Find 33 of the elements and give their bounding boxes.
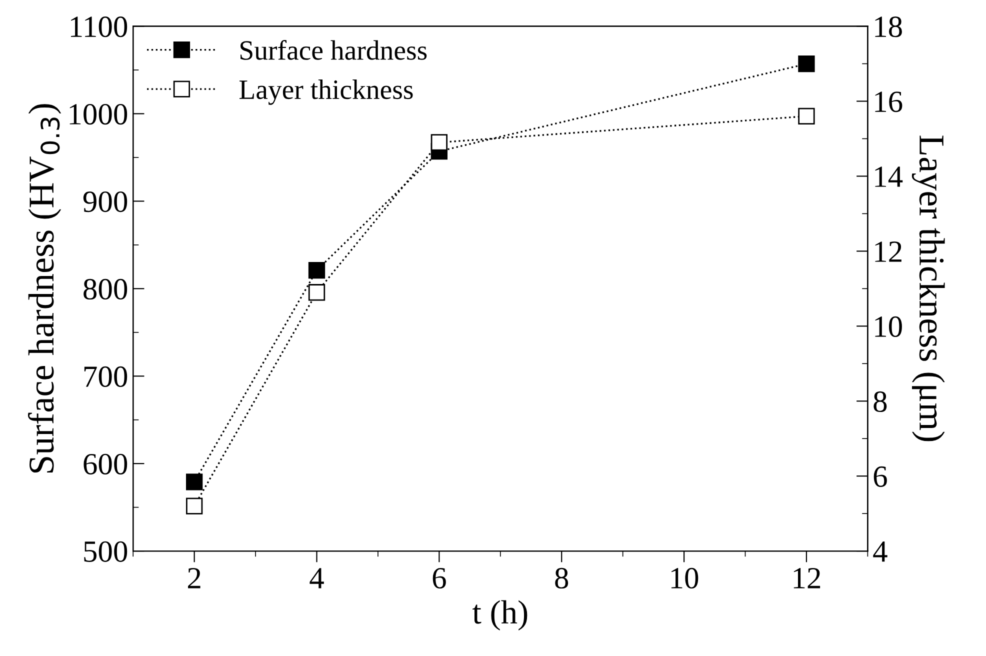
y2-tick-label: 10 bbox=[875, 316, 902, 338]
y-tick-label: 1100 bbox=[70, 16, 128, 38]
y-tick-label: 500 bbox=[84, 541, 128, 562]
x-axis-title: t (h) bbox=[472, 600, 528, 631]
y2-tick-label: 12 bbox=[875, 242, 902, 262]
y2-axis-title: Layer thickness (μm) bbox=[912, 136, 945, 442]
point bbox=[308, 262, 326, 279]
y-tick-label: 800 bbox=[84, 278, 128, 300]
y-tick-label: 700 bbox=[84, 366, 128, 388]
y2-tick-label: 18 bbox=[875, 16, 902, 38]
point bbox=[430, 134, 448, 151]
y-axis-title: Surface hardness (HV$_{0.3}$) bbox=[28, 104, 62, 473]
y-tick-label: 1000 bbox=[70, 104, 128, 125]
x-tick-label: 8 bbox=[555, 568, 568, 589]
y-tick-label: 900 bbox=[83, 191, 128, 212]
legend-label: Surface hardness bbox=[240, 40, 427, 60]
y2-tick-label: 16 bbox=[875, 92, 902, 112]
x-tick-label: 6 bbox=[432, 568, 446, 589]
point bbox=[186, 474, 203, 490]
point bbox=[186, 498, 203, 514]
y2-tick-label: 8 bbox=[874, 391, 887, 412]
y2-tick-label: 4 bbox=[873, 542, 888, 562]
y2-tick-label: 14 bbox=[875, 166, 903, 187]
legend-label: Layer thickness bbox=[239, 80, 413, 105]
x-tick-label: 10 bbox=[671, 568, 698, 589]
x-tick-label: 2 bbox=[188, 568, 200, 588]
y-tick-label: 600 bbox=[84, 454, 128, 474]
point bbox=[798, 56, 815, 72]
x-tick-label: 12 bbox=[794, 568, 820, 588]
point bbox=[308, 284, 326, 301]
point bbox=[798, 108, 815, 125]
x-tick-label: 4 bbox=[310, 568, 324, 588]
y2-tick-label: 6 bbox=[874, 466, 887, 487]
